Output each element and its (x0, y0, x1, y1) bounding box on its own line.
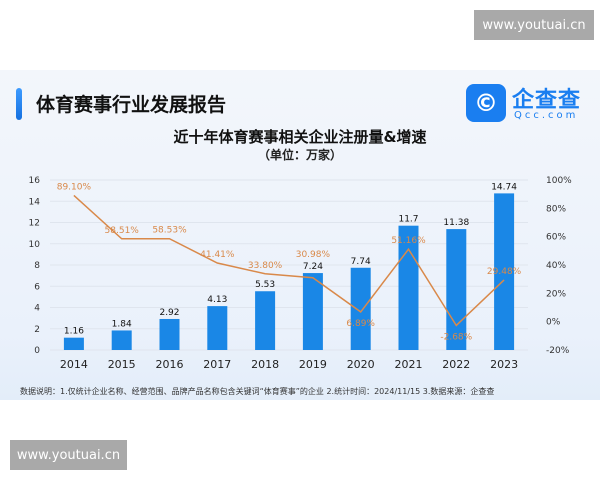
bar-label: 1.84 (112, 319, 132, 329)
x-tick: 2015 (108, 358, 136, 371)
x-tick: 2016 (156, 358, 184, 371)
bar (207, 306, 228, 350)
y-right-tick: 80% (546, 204, 566, 214)
line-label: -2.68% (440, 332, 472, 342)
y-right-tick: 20% (546, 289, 566, 299)
x-tick: 2020 (347, 358, 375, 371)
bar-label: 5.53 (255, 280, 275, 290)
bar (302, 273, 323, 350)
bar (494, 193, 515, 350)
y-left-tick: 4 (34, 304, 40, 314)
bar-label: 11.38 (443, 218, 469, 228)
line-label: 6.89% (346, 319, 375, 329)
line-label: 58.53% (152, 226, 187, 236)
line-label: 33.80% (248, 261, 283, 271)
chart-subtitle: （单位：万家） (257, 148, 342, 162)
x-tick: 2021 (395, 358, 423, 371)
line-label: 29.48% (487, 267, 522, 277)
watermark-bottom: www.youtuai.cn (10, 440, 127, 470)
line-label: 41.41% (200, 250, 235, 260)
bar (350, 267, 371, 350)
y-left-tick: 10 (29, 240, 41, 250)
x-tick: 2017 (203, 358, 231, 371)
y-right-tick: 40% (546, 261, 566, 271)
bar-label: 2.92 (159, 308, 179, 318)
report-title: 体育赛事行业发展报告 (36, 94, 227, 116)
bar-label: 1.16 (64, 327, 84, 337)
bar-label: 11.7 (398, 215, 418, 225)
title-accent-bar (16, 88, 22, 120)
growth-line (73, 194, 505, 327)
line-label: 58.51% (105, 226, 140, 236)
y-right-tick: -20% (546, 346, 570, 356)
bar (63, 337, 84, 350)
y-left-tick: 8 (34, 261, 40, 271)
line-label: 30.98% (296, 250, 331, 260)
y-right-tick: 60% (546, 233, 566, 243)
x-tick: 2019 (299, 358, 327, 371)
watermark-top: www.youtuai.cn (474, 10, 594, 40)
x-tick: 2022 (442, 358, 470, 371)
line-label: 51.16% (391, 236, 426, 246)
x-tick: 2023 (490, 358, 518, 371)
logo-text: 企查查 (512, 88, 582, 113)
chart-title: 近十年体育赛事相关企业注册量&增速 (173, 128, 427, 146)
line-label: 89.10% (57, 182, 92, 192)
logo-sub: Qcc.com (514, 110, 579, 121)
y-left-tick: 14 (29, 197, 41, 207)
report-panel: 体育赛事行业发展报告 © 企查查 Qcc.com 近十年体育赛事相关企业注册量&… (0, 70, 600, 400)
bar-label: 7.24 (303, 262, 323, 272)
bar-label: 14.74 (491, 182, 517, 192)
y-left-tick: 2 (34, 325, 40, 335)
bar-label: 4.13 (207, 295, 227, 305)
x-tick: 2018 (251, 358, 279, 371)
y-right-tick: 0% (546, 318, 561, 328)
data-note: 数据说明：1.仅统计企业名称、经营范围、品牌产品名称包含关键词“体育赛事”的企业… (20, 387, 495, 396)
y-left-tick: 0 (34, 346, 40, 356)
bar (159, 318, 180, 350)
y-left-tick: 12 (29, 219, 40, 229)
bar (111, 330, 132, 350)
y-left-tick: 6 (34, 282, 40, 292)
qcc-logo-icon: © (466, 84, 506, 122)
y-left-tick: 16 (29, 176, 41, 186)
bar-label: 7.74 (351, 257, 371, 267)
y-right-tick: 100% (546, 176, 572, 186)
bar (255, 291, 276, 350)
x-tick: 2014 (60, 358, 88, 371)
